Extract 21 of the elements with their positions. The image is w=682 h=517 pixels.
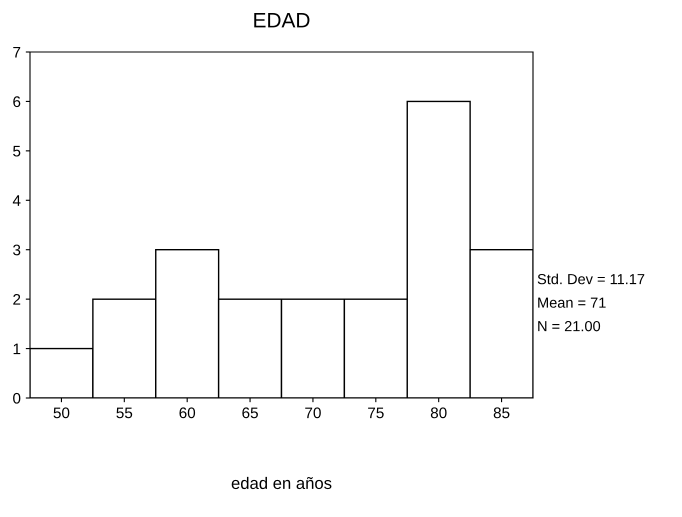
chart-title: EDAD bbox=[254, 13, 310, 28]
x-tick-label: 50 bbox=[54, 407, 70, 418]
y-tick-label: 4 bbox=[12, 195, 21, 206]
y-tick-label: 2 bbox=[13, 294, 20, 305]
x-tick-label: 75 bbox=[368, 408, 384, 418]
x-tick-label: 70 bbox=[305, 407, 321, 418]
x-tick-label: 65 bbox=[242, 407, 258, 418]
y-tick-label: 3 bbox=[13, 244, 20, 256]
x-tick-label: 60 bbox=[179, 407, 196, 418]
y-tick-label: 0 bbox=[13, 392, 20, 404]
text: Mean = 71 bbox=[538, 298, 606, 308]
text: Std. Dev = 11.17 bbox=[538, 274, 644, 284]
y-tick-label: 1 bbox=[14, 344, 20, 354]
x-axis-title: edad en años bbox=[232, 476, 332, 490]
y-tick-label: 7 bbox=[13, 47, 20, 58]
x-tick-label: 80 bbox=[430, 407, 447, 418]
y-tick-label: 6 bbox=[13, 96, 20, 108]
x-tick-label: 85 bbox=[494, 407, 510, 418]
x-tick-label: 55 bbox=[116, 408, 132, 418]
text: N = 21.00 bbox=[538, 321, 600, 332]
y-tick-label: 5 bbox=[13, 146, 20, 157]
